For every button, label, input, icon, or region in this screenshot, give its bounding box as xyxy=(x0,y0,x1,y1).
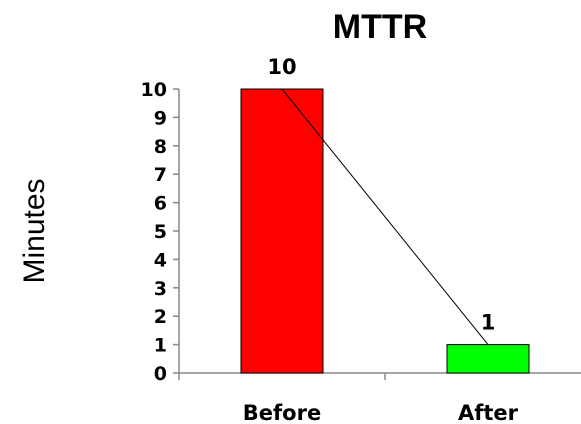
bar-after xyxy=(446,344,530,374)
y-tick-label: 9 xyxy=(154,107,167,129)
y-tick-label: 4 xyxy=(154,249,167,271)
bar-before xyxy=(240,88,324,374)
y-axis-ticks: 0 1 2 3 4 5 6 7 8 9 10 xyxy=(141,79,179,385)
y-tick-label: 7 xyxy=(154,164,167,186)
trend-line xyxy=(281,88,489,345)
data-labels: 10 1 xyxy=(267,55,495,335)
x-tick-label-after: After xyxy=(458,401,519,424)
bars xyxy=(240,88,530,374)
axes xyxy=(178,89,581,374)
trend-line-group xyxy=(281,88,489,345)
y-axis-label: Minutes xyxy=(18,178,51,283)
chart-title: MTTR xyxy=(333,8,427,46)
y-tick-label: 6 xyxy=(154,193,167,215)
y-tick-label: 3 xyxy=(154,278,167,300)
y-tick-label: 2 xyxy=(154,306,167,328)
data-label-before: 10 xyxy=(267,55,296,79)
y-tick-label: 10 xyxy=(141,79,167,101)
x-axis-ticks: Before After xyxy=(178,373,519,424)
data-label-after: 1 xyxy=(481,311,496,335)
x-tick-label-before: Before xyxy=(243,401,321,424)
y-tick-label: 8 xyxy=(154,136,167,158)
y-tick-label: 0 xyxy=(154,363,167,385)
y-tick-label: 5 xyxy=(154,221,167,243)
y-tick-label: 1 xyxy=(154,335,167,357)
